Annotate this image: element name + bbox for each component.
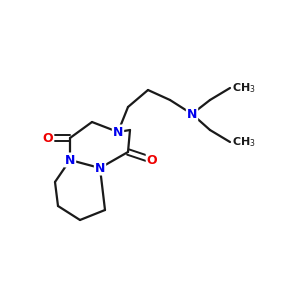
Text: N: N xyxy=(113,125,123,139)
Text: O: O xyxy=(43,131,53,145)
Text: N: N xyxy=(65,154,75,166)
Text: O: O xyxy=(147,154,157,166)
Text: N: N xyxy=(187,107,197,121)
Text: CH$_3$: CH$_3$ xyxy=(232,135,256,149)
Text: CH$_3$: CH$_3$ xyxy=(232,81,256,95)
Text: N: N xyxy=(95,161,105,175)
